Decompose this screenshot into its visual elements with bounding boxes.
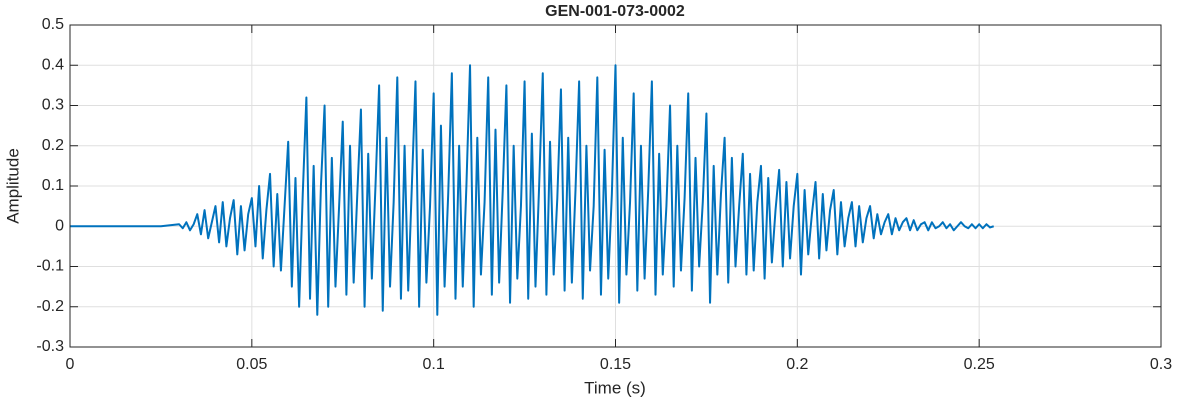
chart-title: GEN-001-073-0002: [545, 3, 685, 20]
y-tick-label: 0.2: [42, 137, 64, 154]
y-tick-label: -0.1: [36, 258, 64, 275]
x-tick-label: 0: [66, 356, 75, 373]
x-tick-label: 0.1: [423, 356, 445, 373]
y-tick-label: 0.5: [42, 16, 64, 33]
y-tick-label: -0.2: [36, 298, 64, 315]
x-tick-label: 0.05: [236, 356, 267, 373]
x-tick-label: 0.2: [786, 356, 808, 373]
y-tick-label: 0.1: [42, 177, 64, 194]
y-tick-label: 0.3: [42, 97, 64, 114]
x-tick-label: 0.25: [964, 356, 995, 373]
x-tick-label: 0.15: [600, 356, 631, 373]
x-tick-label: 0.3: [1150, 356, 1172, 373]
y-tick-label: -0.3: [36, 338, 64, 355]
plot-frame: [69, 24, 1162, 348]
y-axis-label: Amplitude: [3, 148, 22, 224]
y-tick-label: 0: [55, 217, 64, 234]
y-tick-label: 0.4: [42, 56, 64, 73]
x-axis-label: Time (s): [584, 378, 646, 397]
waveform-line: [70, 64, 995, 316]
